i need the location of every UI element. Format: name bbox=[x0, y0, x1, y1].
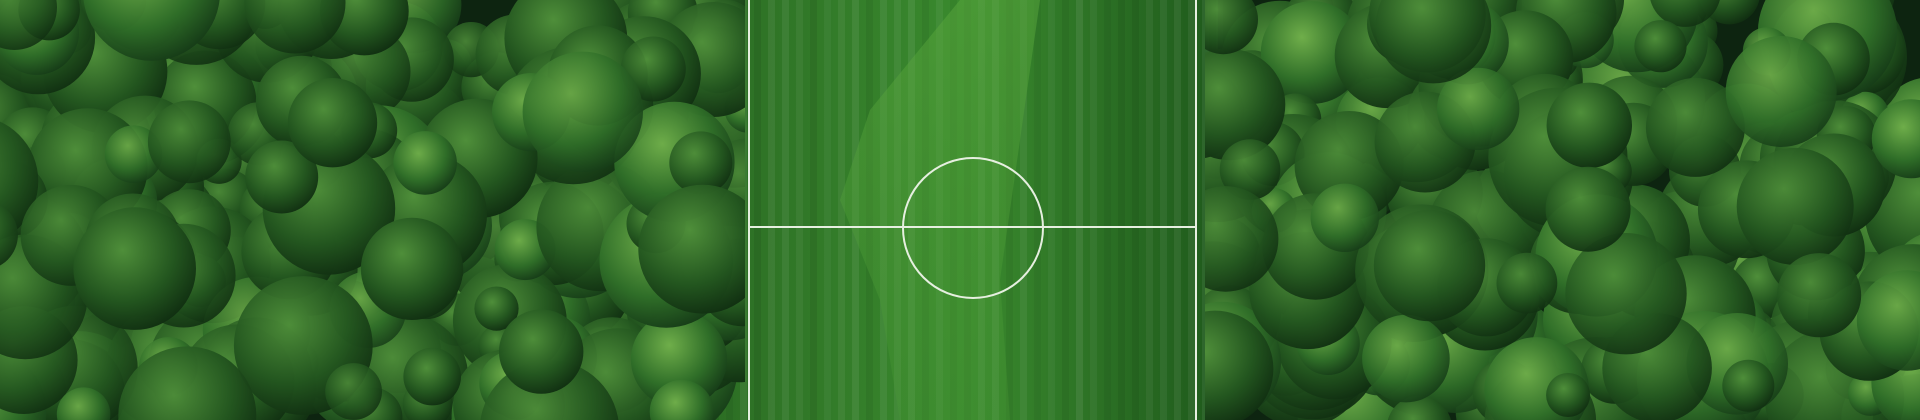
tree-canopy bbox=[1205, 49, 1286, 161]
stripe bbox=[1188, 0, 1195, 420]
tree-canopy bbox=[1205, 310, 1274, 420]
tree-canopy bbox=[0, 204, 18, 266]
tree-canopy bbox=[1777, 253, 1862, 338]
tree-canopy bbox=[403, 347, 462, 406]
tree-canopy bbox=[1645, 77, 1745, 177]
stripe bbox=[1076, 0, 1083, 420]
tree-canopy bbox=[1437, 67, 1520, 151]
tree-canopy bbox=[1310, 183, 1380, 252]
stripe bbox=[1090, 0, 1097, 420]
tree-canopy bbox=[1634, 20, 1687, 73]
tree-canopy bbox=[649, 379, 714, 420]
stripe bbox=[824, 0, 831, 420]
stripe bbox=[1160, 0, 1167, 420]
stripe bbox=[1174, 0, 1181, 420]
stripe bbox=[838, 0, 845, 420]
tree-canopy bbox=[669, 131, 733, 195]
center-circle bbox=[902, 157, 1044, 299]
forest-right bbox=[1205, 0, 1920, 420]
tree-canopy bbox=[1650, 0, 1720, 27]
tree-canopy bbox=[1205, 186, 1279, 292]
tree-canopy bbox=[522, 51, 643, 172]
stripe bbox=[1118, 0, 1125, 420]
tree-canopy bbox=[1373, 209, 1486, 322]
tree-canopy bbox=[638, 184, 745, 314]
tree-canopy bbox=[620, 36, 686, 102]
worn-grass bbox=[840, 0, 1040, 420]
tree-canopy bbox=[287, 78, 378, 168]
tree-canopy bbox=[360, 217, 464, 320]
stripe bbox=[1132, 0, 1139, 420]
tree-canopy bbox=[1871, 99, 1920, 179]
stripe bbox=[768, 0, 775, 420]
tree-canopy bbox=[244, 0, 346, 54]
forest-left bbox=[0, 0, 745, 420]
stripe bbox=[796, 0, 803, 420]
tree-canopy bbox=[1496, 252, 1558, 314]
tree-canopy bbox=[1856, 270, 1920, 371]
tree-canopy bbox=[393, 131, 457, 195]
stripe bbox=[754, 0, 761, 420]
tree-canopy bbox=[118, 346, 257, 420]
tree-canopy bbox=[1725, 36, 1837, 147]
tree-canopy bbox=[1546, 373, 1591, 417]
tree-canopy bbox=[147, 100, 231, 184]
stripe bbox=[1062, 0, 1069, 420]
tree-canopy bbox=[1722, 359, 1775, 412]
stripe bbox=[1048, 0, 1055, 420]
tree-canopy bbox=[0, 0, 57, 50]
stripe bbox=[810, 0, 817, 420]
tree-canopy bbox=[499, 309, 584, 394]
tree-canopy bbox=[1375, 0, 1492, 84]
tree-canopy bbox=[325, 363, 382, 420]
stripe bbox=[782, 0, 789, 420]
tree-canopy bbox=[245, 140, 319, 214]
tree-canopy bbox=[630, 311, 728, 408]
tree-canopy bbox=[1545, 166, 1631, 252]
tree-canopy bbox=[1205, 0, 1258, 55]
tree-canopy bbox=[1546, 82, 1633, 168]
stripe bbox=[1020, 0, 1027, 420]
tree-canopy bbox=[1219, 139, 1281, 200]
tree-canopy bbox=[83, 0, 220, 61]
tree-canopy bbox=[73, 207, 196, 330]
tree-canopy bbox=[1565, 233, 1687, 355]
tree-canopy bbox=[1260, 1, 1364, 104]
stripe bbox=[1034, 0, 1041, 420]
tree-canopy bbox=[1736, 147, 1854, 265]
tree-canopy bbox=[1362, 314, 1450, 403]
stripe bbox=[1104, 0, 1111, 420]
tree-canopy bbox=[56, 387, 111, 420]
stripe bbox=[1146, 0, 1153, 420]
tree-canopy bbox=[474, 286, 519, 331]
